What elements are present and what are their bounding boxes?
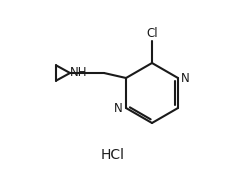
Text: N: N bbox=[181, 71, 190, 84]
Text: HCl: HCl bbox=[101, 148, 125, 162]
Text: Cl: Cl bbox=[146, 27, 158, 40]
Text: NH: NH bbox=[69, 66, 87, 79]
Text: N: N bbox=[114, 102, 123, 115]
